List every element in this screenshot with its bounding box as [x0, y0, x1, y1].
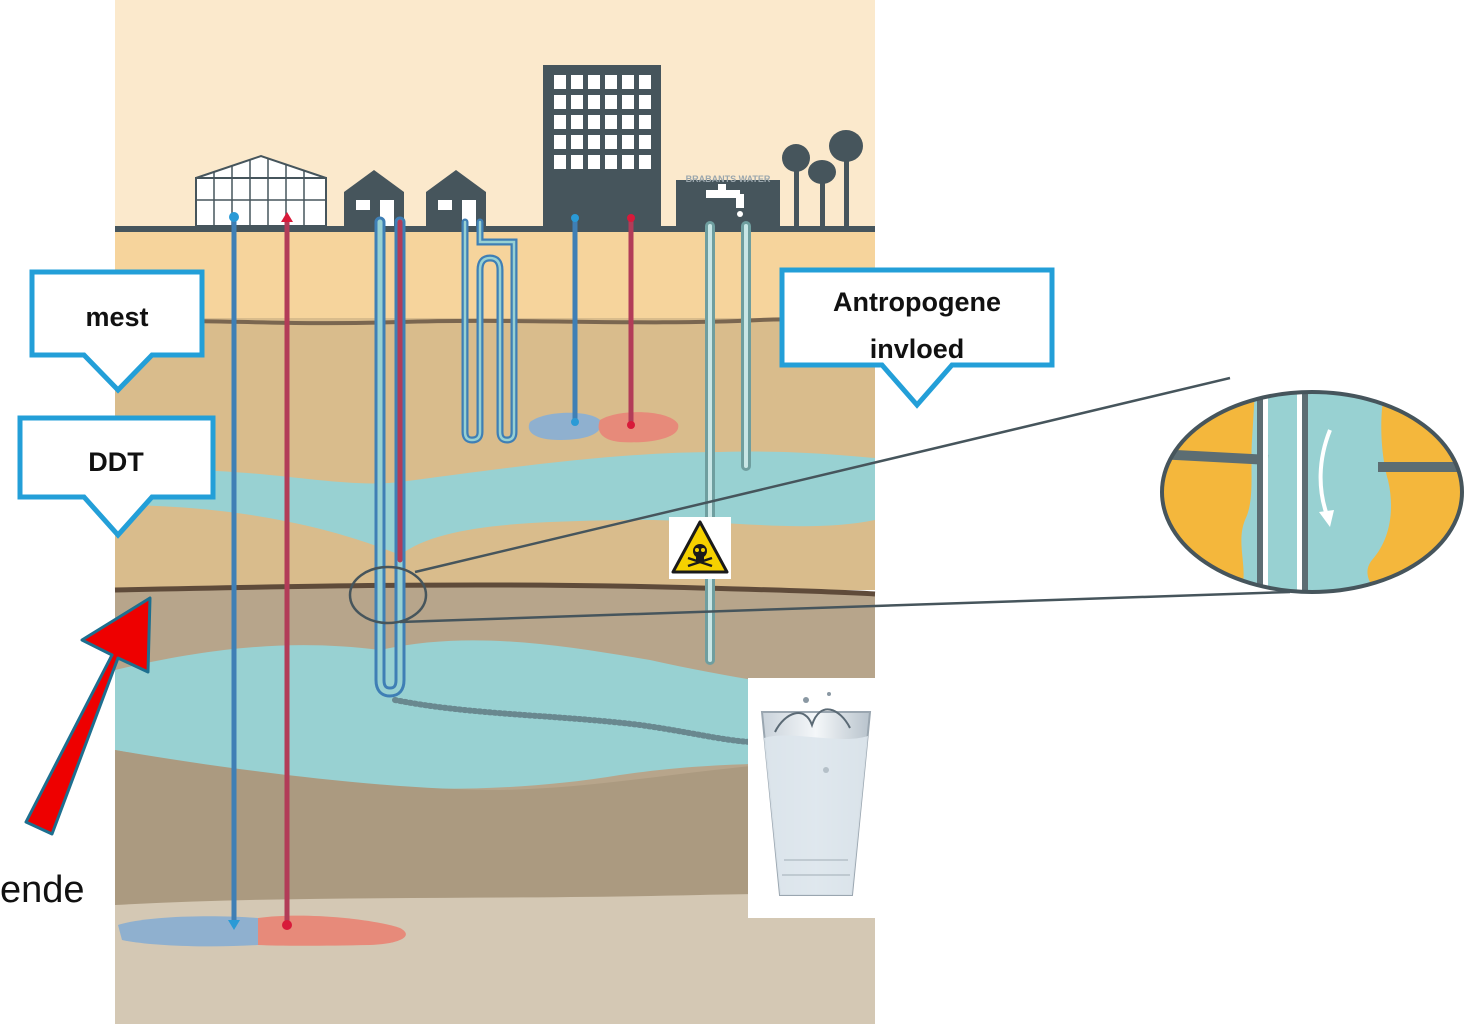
- water-company-building: BRABANTS WATER: [676, 174, 780, 226]
- office-window: [605, 155, 617, 169]
- office-window: [605, 95, 617, 109]
- skull-crossbones-icon: [687, 544, 713, 568]
- office-window: [554, 95, 566, 109]
- warm-storage-shallow: [598, 412, 679, 443]
- office-window: [639, 95, 651, 109]
- zoom-circle-border: [1160, 390, 1464, 594]
- office-window: [605, 75, 617, 89]
- tap-icon: [706, 184, 744, 217]
- office-window: [571, 75, 583, 89]
- upward-arrow: [24, 596, 152, 836]
- office-window: [605, 135, 617, 149]
- office-window: [588, 95, 600, 109]
- office-window: [622, 75, 634, 89]
- hazard-warning-icon: [669, 517, 731, 579]
- left-cut-label: ende: [0, 869, 85, 911]
- office-window: [622, 95, 634, 109]
- office-window: [639, 115, 651, 129]
- callout-ddt: DDT: [17, 415, 216, 539]
- layer-boundary-clay: [114, 582, 876, 597]
- office-window: [588, 155, 600, 169]
- office-window: [588, 135, 600, 149]
- office-window: [554, 155, 566, 169]
- callout-mest-label: mest: [85, 302, 148, 332]
- water-company-sign: BRABANTS WATER: [686, 174, 771, 184]
- zoom-line-top: [414, 376, 1231, 574]
- callout-antropogene-invloed: Antropogene invloed: [779, 267, 1055, 409]
- greenhouse-body: [195, 177, 327, 227]
- zoom-source-circle: [348, 565, 428, 625]
- house-left: [344, 170, 404, 226]
- greenhouse-roof: [195, 154, 327, 179]
- zoom-line-bottom: [399, 590, 1291, 624]
- pipes: [228, 212, 753, 930]
- water-glass-image: [748, 678, 876, 918]
- callout-antropogene-line2: invloed: [870, 334, 965, 364]
- warm-storage-deep: [258, 915, 406, 946]
- cold-storage-shallow: [528, 412, 601, 440]
- callout-mest: mest: [29, 269, 205, 394]
- office-window: [588, 115, 600, 129]
- office-building: [543, 65, 661, 226]
- ground-surface: [115, 226, 875, 232]
- house-right: [426, 170, 486, 226]
- office-window: [554, 75, 566, 89]
- office-window: [639, 75, 651, 89]
- cold-storage-deep: [118, 916, 258, 947]
- leakage-plume: [392, 697, 753, 745]
- zoom-magnified-view: [1162, 392, 1462, 592]
- callout-ddt-label: DDT: [88, 447, 144, 477]
- office-window: [622, 135, 634, 149]
- office-window: [622, 155, 634, 169]
- zoom-detail: [348, 376, 1464, 625]
- office-window: [588, 75, 600, 89]
- office-window: [622, 115, 634, 129]
- greenhouse: [195, 154, 327, 227]
- callout-antropogene-line1: Antropogene: [833, 287, 1001, 317]
- office-window: [605, 115, 617, 129]
- office-window: [571, 95, 583, 109]
- office-window: [571, 115, 583, 129]
- office-window: [571, 135, 583, 149]
- office-window: [639, 135, 651, 149]
- office-window: [554, 135, 566, 149]
- office-window: [639, 155, 651, 169]
- storage-zones: [118, 412, 679, 947]
- trees: [782, 130, 863, 226]
- upper-aquifer: [115, 451, 875, 555]
- office-window: [571, 155, 583, 169]
- office-window: [554, 115, 566, 129]
- flow-arrow: [1318, 429, 1332, 516]
